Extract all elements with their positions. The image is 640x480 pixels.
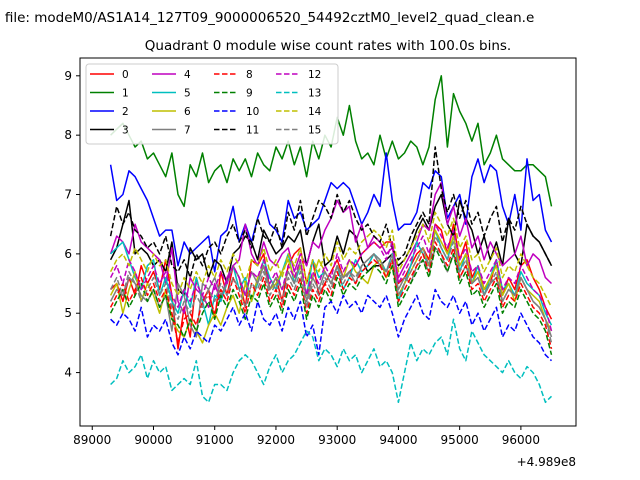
- legend-label-0: 0: [122, 69, 129, 81]
- series-line-8: [109, 241, 553, 349]
- x-axis-offset-label: +4.989e8: [517, 455, 576, 469]
- x-tick-label: 95000: [441, 433, 479, 447]
- y-tick-label: 9: [64, 69, 72, 83]
- legend-label-14: 14: [308, 106, 322, 118]
- legend-label-3: 3: [122, 125, 129, 137]
- x-tick-label: 93000: [318, 433, 356, 447]
- series-line-1: [110, 75, 553, 208]
- y-tick-label: 7: [64, 188, 72, 202]
- x-axis: 89000 90000 91000 92000 93000 94000 95000 96000: [73, 426, 540, 447]
- legend-label-6: 6: [184, 106, 191, 118]
- legend-label-13: 13: [308, 88, 321, 100]
- series-line-12: [109, 223, 553, 332]
- legend-label-7: 7: [184, 125, 191, 137]
- chart-title: Quadrant 0 module wise count rates with …: [145, 38, 511, 54]
- legend-label-2: 2: [122, 106, 129, 118]
- legend-label-15: 15: [308, 125, 321, 137]
- x-tick-label: 89000: [73, 433, 111, 447]
- legend-label-5: 5: [184, 88, 191, 100]
- x-tick-label: 94000: [379, 433, 417, 447]
- legend-label-12: 12: [308, 69, 321, 81]
- y-tick-label: 6: [64, 247, 72, 261]
- legend-label-8: 8: [246, 69, 253, 81]
- legend-label-9: 9: [246, 88, 253, 100]
- legend-label-4: 4: [184, 69, 191, 81]
- series-line-2: [109, 152, 553, 273]
- y-axis: 4 5 6 7 8 9: [64, 69, 80, 380]
- y-tick-label: 4: [64, 366, 72, 380]
- plot-frame: [79, 57, 577, 427]
- series-line-14: [109, 211, 553, 308]
- legend-label-11: 11: [246, 125, 259, 137]
- figure-suptitle: n file: modeM0/AS1A14_127T09_9000006520_…: [0, 10, 534, 26]
- x-tick-label: 96000: [502, 433, 540, 447]
- series-layer: [109, 75, 553, 404]
- x-tick-label: 92000: [257, 433, 295, 447]
- series-line-10: [110, 288, 553, 362]
- legend-label-1: 1: [122, 88, 129, 100]
- legend-label-10: 10: [246, 106, 259, 118]
- series-line-15: [109, 235, 553, 344]
- series-line-11: [109, 146, 553, 279]
- x-tick-label: 90000: [134, 433, 172, 447]
- x-tick-label: 91000: [196, 433, 234, 447]
- y-tick-label: 5: [64, 306, 72, 320]
- y-tick-label: 8: [64, 128, 72, 142]
- legend-frame: [85, 63, 339, 145]
- series-line-13: [110, 318, 553, 404]
